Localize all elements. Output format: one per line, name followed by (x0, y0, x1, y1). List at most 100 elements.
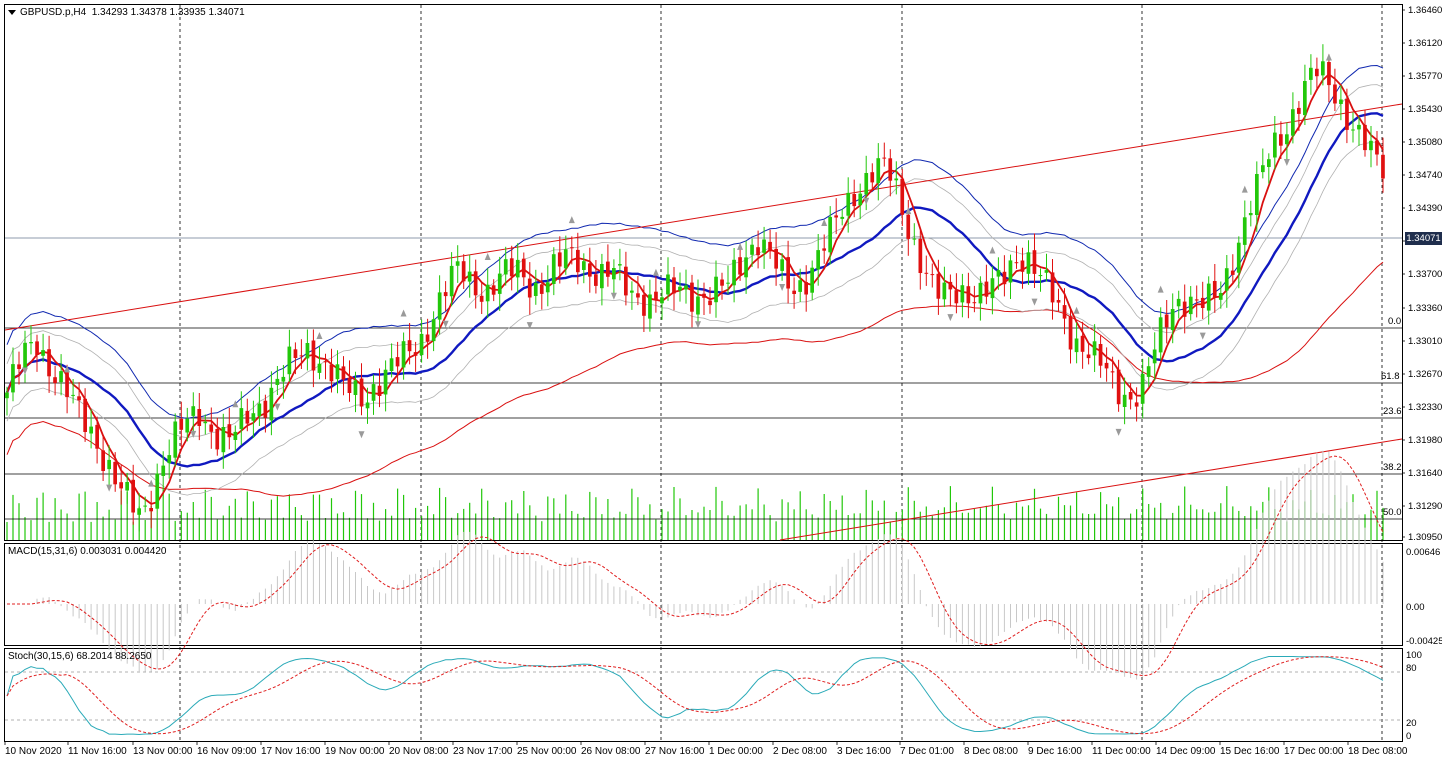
fractal-up-icon (1325, 53, 1332, 61)
fractal-down-icon (947, 314, 954, 322)
candle-body (858, 193, 863, 206)
fractal-down-icon (1031, 298, 1038, 306)
candle-body (720, 279, 724, 286)
candle-body (1056, 300, 1061, 303)
time-axis-label: 16 Nov 09:00 (197, 746, 257, 757)
candle-body (1074, 338, 1079, 353)
price-axis-label: 1.36460 (1408, 5, 1442, 16)
candle-body (762, 239, 766, 253)
stoch-axis-label: 0 (1406, 731, 1411, 742)
candle-body (810, 267, 814, 293)
candle-body (876, 158, 881, 184)
fractal-up-icon (737, 242, 744, 250)
price-axis-label: 1.33360 (1408, 303, 1442, 314)
candle-body (960, 285, 965, 303)
candle-body (275, 378, 280, 385)
candle-body (732, 259, 736, 286)
candle-body (347, 377, 352, 393)
candle-body (431, 319, 436, 342)
candle-body (822, 248, 826, 251)
candle-body (479, 295, 484, 302)
candle-body (485, 284, 490, 302)
candle-body (239, 408, 244, 430)
candle-body (329, 364, 334, 382)
candle-body (1261, 165, 1265, 173)
candle-body (197, 409, 202, 426)
candle-body (437, 292, 442, 320)
time-axis-label: 1 Dec 00:00 (709, 746, 763, 757)
candle-body (95, 424, 99, 449)
price-axis-label: 1.34390 (1408, 203, 1442, 214)
price-axis-label: 1.34740 (1408, 170, 1442, 181)
candle-body (966, 286, 971, 304)
stoch-panel[interactable] (4, 648, 1403, 742)
candle-body (155, 473, 160, 509)
fractal-up-icon (821, 218, 828, 226)
candle-body (1032, 250, 1037, 274)
candle-body (618, 264, 622, 266)
candle-body (539, 284, 544, 294)
stoch-axis-label: 100 (1406, 650, 1422, 661)
candle-body (1351, 129, 1355, 131)
candle-body (696, 296, 700, 315)
candle-body (648, 294, 652, 319)
time-axis-label: 14 Dec 09:00 (1156, 746, 1216, 757)
time-axis-label: 10 Nov 2020 (5, 746, 62, 757)
candle-body (1080, 335, 1085, 352)
candle-body (1273, 132, 1277, 158)
candle-body (185, 418, 190, 433)
candle-body (906, 214, 911, 239)
lower-envelope-line (6, 261, 1384, 497)
time-axis-label: 17 Dec 00:00 (1284, 746, 1344, 757)
fractal-up-icon (989, 246, 996, 254)
candle-body (768, 241, 772, 252)
candle-body (413, 352, 418, 356)
price-axis-label: 1.33010 (1408, 336, 1442, 347)
price-axis-label: 1.35770 (1408, 71, 1442, 82)
candle-body (942, 282, 947, 300)
candle-body (227, 424, 232, 438)
candle-body (287, 346, 292, 375)
candle-body (1315, 68, 1319, 77)
macd-panel[interactable] (4, 543, 1403, 646)
candle-body (293, 349, 298, 358)
price-axis-label: 1.32330 (1408, 402, 1442, 413)
volume-histogram (6, 486, 1384, 540)
fractal-down-icon (106, 484, 113, 492)
candle-body (35, 341, 39, 355)
candle-body (1134, 402, 1139, 407)
candle-body (1357, 124, 1361, 130)
candle-body (281, 376, 286, 382)
fractal-down-icon (1283, 158, 1290, 166)
candle-body (1146, 366, 1151, 377)
candle-body (1339, 99, 1343, 104)
dropdown-triangle-icon[interactable] (8, 9, 16, 15)
candle-body (660, 297, 664, 304)
stoch-axis-label: 80 (1406, 663, 1417, 674)
price-axis-label: 1.31980 (1408, 435, 1442, 446)
lower-band-line (6, 141, 1384, 496)
candle-body (840, 216, 845, 219)
candle-body (570, 247, 574, 249)
candle-body (1110, 371, 1115, 373)
candle-body (948, 281, 953, 290)
candle-body (419, 333, 424, 356)
candle-body (1236, 242, 1241, 273)
candle-body (425, 334, 430, 342)
candle-body (882, 157, 887, 159)
candle-body (233, 431, 238, 440)
fractal-down-icon (610, 292, 617, 300)
candle-body (774, 248, 778, 269)
fractal-up-icon (64, 365, 71, 373)
candle-body (888, 158, 893, 181)
fibo-level-label: 23.6 (1383, 406, 1402, 417)
fractal-down-icon (442, 320, 449, 328)
fractal-down-icon (190, 430, 197, 438)
candle-body (311, 340, 316, 371)
candle-body (125, 482, 129, 491)
candle-body (678, 286, 682, 291)
candle-body (1026, 252, 1031, 274)
candle-body (143, 505, 147, 507)
candle-body (503, 259, 508, 275)
